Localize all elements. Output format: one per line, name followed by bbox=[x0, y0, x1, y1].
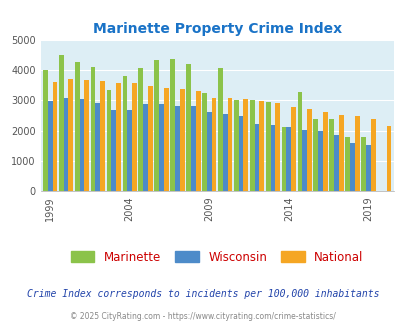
Bar bbox=[75, 62, 79, 191]
Bar bbox=[354, 116, 359, 191]
Bar bbox=[386, 126, 390, 191]
Bar bbox=[222, 114, 227, 191]
Bar bbox=[68, 79, 73, 191]
Bar bbox=[190, 106, 195, 191]
Bar bbox=[175, 106, 179, 191]
Bar bbox=[154, 60, 159, 191]
Bar bbox=[138, 68, 143, 191]
Bar bbox=[43, 70, 48, 191]
Text: Crime Index corresponds to incidents per 100,000 inhabitants: Crime Index corresponds to incidents per… bbox=[27, 289, 378, 299]
Bar bbox=[338, 115, 343, 191]
Bar bbox=[349, 143, 354, 191]
Bar bbox=[100, 82, 105, 191]
Bar bbox=[249, 100, 254, 191]
Bar bbox=[297, 92, 302, 191]
Bar bbox=[148, 86, 152, 191]
Bar bbox=[254, 124, 259, 191]
Bar bbox=[370, 119, 375, 191]
Bar bbox=[107, 90, 111, 191]
Bar bbox=[286, 127, 290, 191]
Bar bbox=[116, 83, 121, 191]
Bar bbox=[207, 112, 211, 191]
Bar bbox=[302, 130, 306, 191]
Bar bbox=[265, 102, 270, 191]
Bar bbox=[365, 145, 370, 191]
Bar bbox=[344, 137, 349, 191]
Bar bbox=[186, 64, 190, 191]
Bar bbox=[202, 93, 207, 191]
Bar bbox=[217, 68, 222, 191]
Bar bbox=[306, 109, 311, 191]
Bar bbox=[159, 104, 164, 191]
Bar bbox=[238, 116, 243, 191]
Bar bbox=[164, 87, 168, 191]
Bar bbox=[143, 104, 148, 191]
Bar bbox=[90, 67, 95, 191]
Bar bbox=[132, 83, 136, 191]
Bar bbox=[322, 113, 327, 191]
Text: © 2025 CityRating.com - https://www.cityrating.com/crime-statistics/: © 2025 CityRating.com - https://www.city… bbox=[70, 312, 335, 321]
Bar bbox=[122, 76, 127, 191]
Bar bbox=[313, 119, 318, 191]
Bar bbox=[64, 98, 68, 191]
Bar bbox=[211, 98, 216, 191]
Bar bbox=[48, 101, 52, 191]
Bar bbox=[275, 103, 279, 191]
Bar bbox=[318, 131, 322, 191]
Bar bbox=[360, 137, 365, 191]
Legend: Marinette, Wisconsin, National: Marinette, Wisconsin, National bbox=[66, 246, 367, 268]
Bar bbox=[59, 55, 64, 191]
Bar bbox=[270, 125, 275, 191]
Bar bbox=[79, 99, 84, 191]
Bar bbox=[290, 107, 295, 191]
Bar bbox=[333, 135, 338, 191]
Bar bbox=[281, 127, 286, 191]
Bar bbox=[95, 103, 100, 191]
Bar bbox=[233, 100, 238, 191]
Bar bbox=[328, 118, 333, 191]
Bar bbox=[52, 82, 57, 191]
Bar bbox=[170, 59, 175, 191]
Bar bbox=[227, 98, 232, 191]
Bar bbox=[259, 101, 264, 191]
Bar bbox=[195, 91, 200, 191]
Bar bbox=[127, 110, 132, 191]
Bar bbox=[84, 80, 89, 191]
Bar bbox=[179, 89, 184, 191]
Bar bbox=[111, 110, 116, 191]
Bar bbox=[243, 99, 247, 191]
Title: Marinette Property Crime Index: Marinette Property Crime Index bbox=[92, 22, 341, 36]
